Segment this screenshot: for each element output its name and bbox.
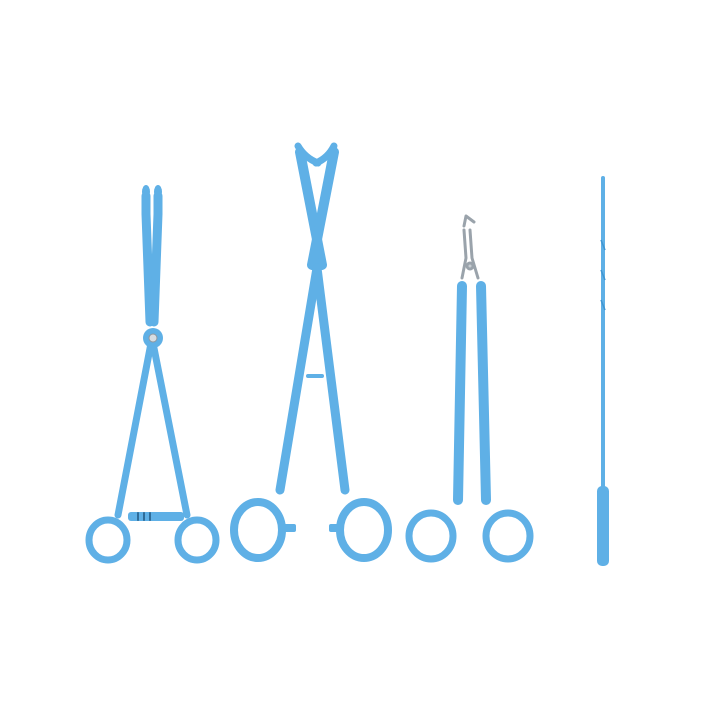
sponge-forceps [85,185,220,564]
endometrial-sampler [597,176,609,566]
tenaculum-forceps [230,142,392,562]
biopsy-punch-forceps [405,214,534,563]
